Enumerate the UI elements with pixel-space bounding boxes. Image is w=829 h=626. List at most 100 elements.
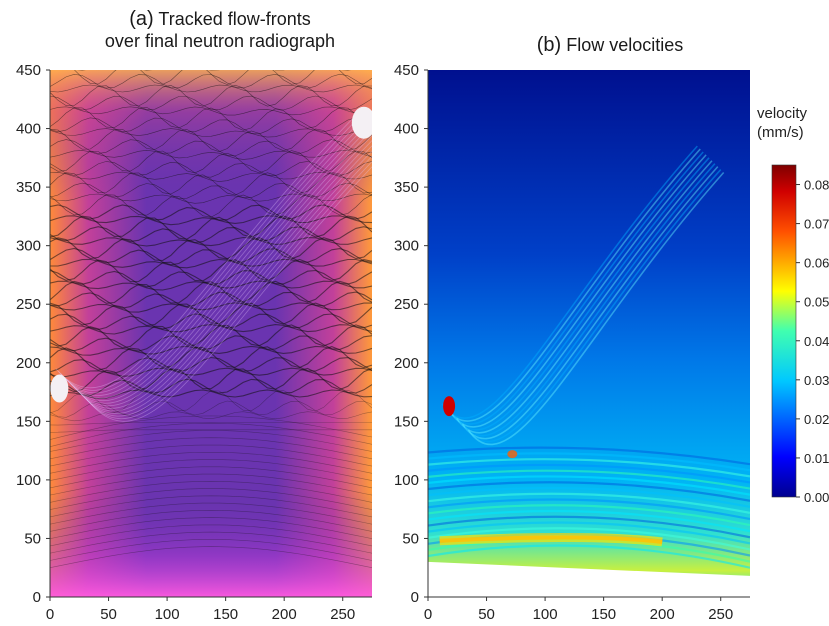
flow-front-line (50, 452, 372, 474)
panel-b-title: (b) Flow velocities (420, 34, 800, 56)
flow-front-line (50, 215, 372, 240)
panel-a-ytick-label: 0 (33, 589, 41, 606)
flow-front-line (50, 335, 372, 352)
flow-front-line (50, 258, 372, 269)
colorbar-tick-label: 0.01 (804, 451, 829, 466)
flow-front-line (50, 172, 372, 196)
panel-b-ytick-label: 0 (411, 589, 419, 606)
diagonal-front-line (83, 155, 372, 417)
colorbar-ticks: 0.00 0.01 0.02 0.03 0.04 0.05 0.06 0.07 0.08 (796, 178, 829, 505)
flow-front-line (50, 106, 372, 116)
flow-front-line (50, 302, 372, 313)
panel-b-ytick-label: 300 (394, 238, 419, 255)
flow-front-line (50, 367, 372, 378)
flow-front-line (50, 400, 372, 418)
flow-front-line (50, 236, 372, 247)
inlet-spot (50, 374, 69, 403)
panel-a-xtick-label: 100 (155, 606, 180, 623)
panel-b-title-text: Flow velocities (566, 35, 684, 55)
velocity-band (428, 544, 750, 569)
diagonal-front-line (76, 140, 372, 409)
flow-front-line (50, 95, 372, 111)
panel-b-ytick-label: 250 (394, 296, 419, 313)
velocity-band (428, 521, 750, 545)
velocity-band (428, 475, 750, 496)
panel-b-ytick-label: 100 (394, 472, 419, 489)
diagonal-streak (458, 163, 716, 437)
flow-front-line (50, 237, 372, 262)
panel-a-ytick-label: 250 (16, 296, 41, 313)
panel-b-xtick-label: 50 (478, 606, 495, 623)
diagonal-streak (444, 148, 701, 422)
flow-front-line (50, 422, 372, 447)
panel-a-ytick-label: 400 (16, 121, 41, 138)
diagonal-streak (456, 160, 713, 434)
panel-a-tag: (a) (129, 8, 154, 30)
flow-front-line (50, 84, 372, 107)
panel-a-xtick-label: 0 (46, 606, 54, 623)
flow-front-line (50, 356, 372, 374)
panel-b-ytick-label: 350 (394, 179, 419, 196)
flow-front-line (50, 171, 372, 182)
velocity-band (428, 515, 750, 539)
flow-front-line (50, 480, 372, 503)
panel-b-xtick-label: 150 (591, 606, 616, 623)
flow-front-line (50, 466, 372, 489)
flow-front-line (50, 495, 372, 518)
diagonal-front-line (81, 150, 372, 414)
flow-front-line (50, 204, 372, 221)
flow-front-line (50, 291, 372, 309)
flow-front-line (50, 117, 372, 135)
flow-front-line (74, 70, 372, 85)
outlet-spot (351, 106, 372, 139)
colorbar: 0.00 0.01 0.02 0.03 0.04 0.05 0.06 0.07 0.08 (771, 164, 829, 505)
flow-front-line (50, 473, 372, 496)
velocity-band (428, 446, 750, 466)
panel-b-ytick-label: 200 (394, 355, 419, 372)
flow-front-line (50, 73, 372, 89)
colorbar-tick-label: 0.06 (804, 256, 829, 271)
panel-b-xtick-label: 0 (424, 606, 432, 623)
flow-front-line (50, 389, 372, 400)
colorbar-tick-label: 0.04 (804, 334, 829, 349)
colorbar-title: velocity (mm/s) (757, 104, 807, 142)
panel-b-velocity-bands (428, 145, 750, 569)
diagonal-front-line (58, 113, 364, 391)
panel-b-ytick-label: 400 (394, 121, 419, 138)
flow-front-line (50, 411, 372, 422)
velocity-band (428, 486, 750, 508)
diagonal-front-line (86, 160, 372, 420)
panel-b-xtick-label: 250 (708, 606, 733, 623)
velocity-band (428, 527, 750, 551)
flow-front-line (50, 247, 372, 266)
velocity-band (428, 469, 750, 490)
flow-front-line (50, 429, 372, 433)
flow-front-line (50, 524, 372, 547)
colorbar-title-line2: (mm/s) (757, 124, 804, 141)
diagonal-front-line (71, 129, 372, 404)
panel-a-subtitle: over final neutron radiograph (104, 31, 336, 51)
panel-b-xtick-label: 200 (650, 606, 675, 623)
flow-front-line (50, 106, 372, 131)
diagonal-streak (461, 166, 719, 440)
velocity-band (428, 458, 750, 478)
flow-front-line (50, 128, 372, 153)
flow-front-line (50, 459, 372, 481)
inlet-hotspot (443, 396, 456, 417)
flow-front-line (50, 280, 372, 304)
velocity-band (428, 509, 750, 533)
flow-front-line (50, 488, 372, 510)
diagonal-front-line (63, 118, 369, 396)
panel-a-flow-fronts (50, 70, 372, 568)
diagonal-streak (467, 171, 725, 446)
diagonal-front-line (78, 145, 372, 412)
diagonal-front-line (68, 124, 372, 402)
velocity-band (428, 481, 750, 502)
panel-a-title-text: Tracked flow-fronts (158, 9, 311, 29)
front-hotspot (507, 450, 518, 459)
panel-b-ytick-label: 50 (402, 530, 419, 547)
flow-front-line (50, 193, 372, 218)
flow-front-line (50, 302, 372, 327)
flow-front-line (50, 149, 372, 160)
